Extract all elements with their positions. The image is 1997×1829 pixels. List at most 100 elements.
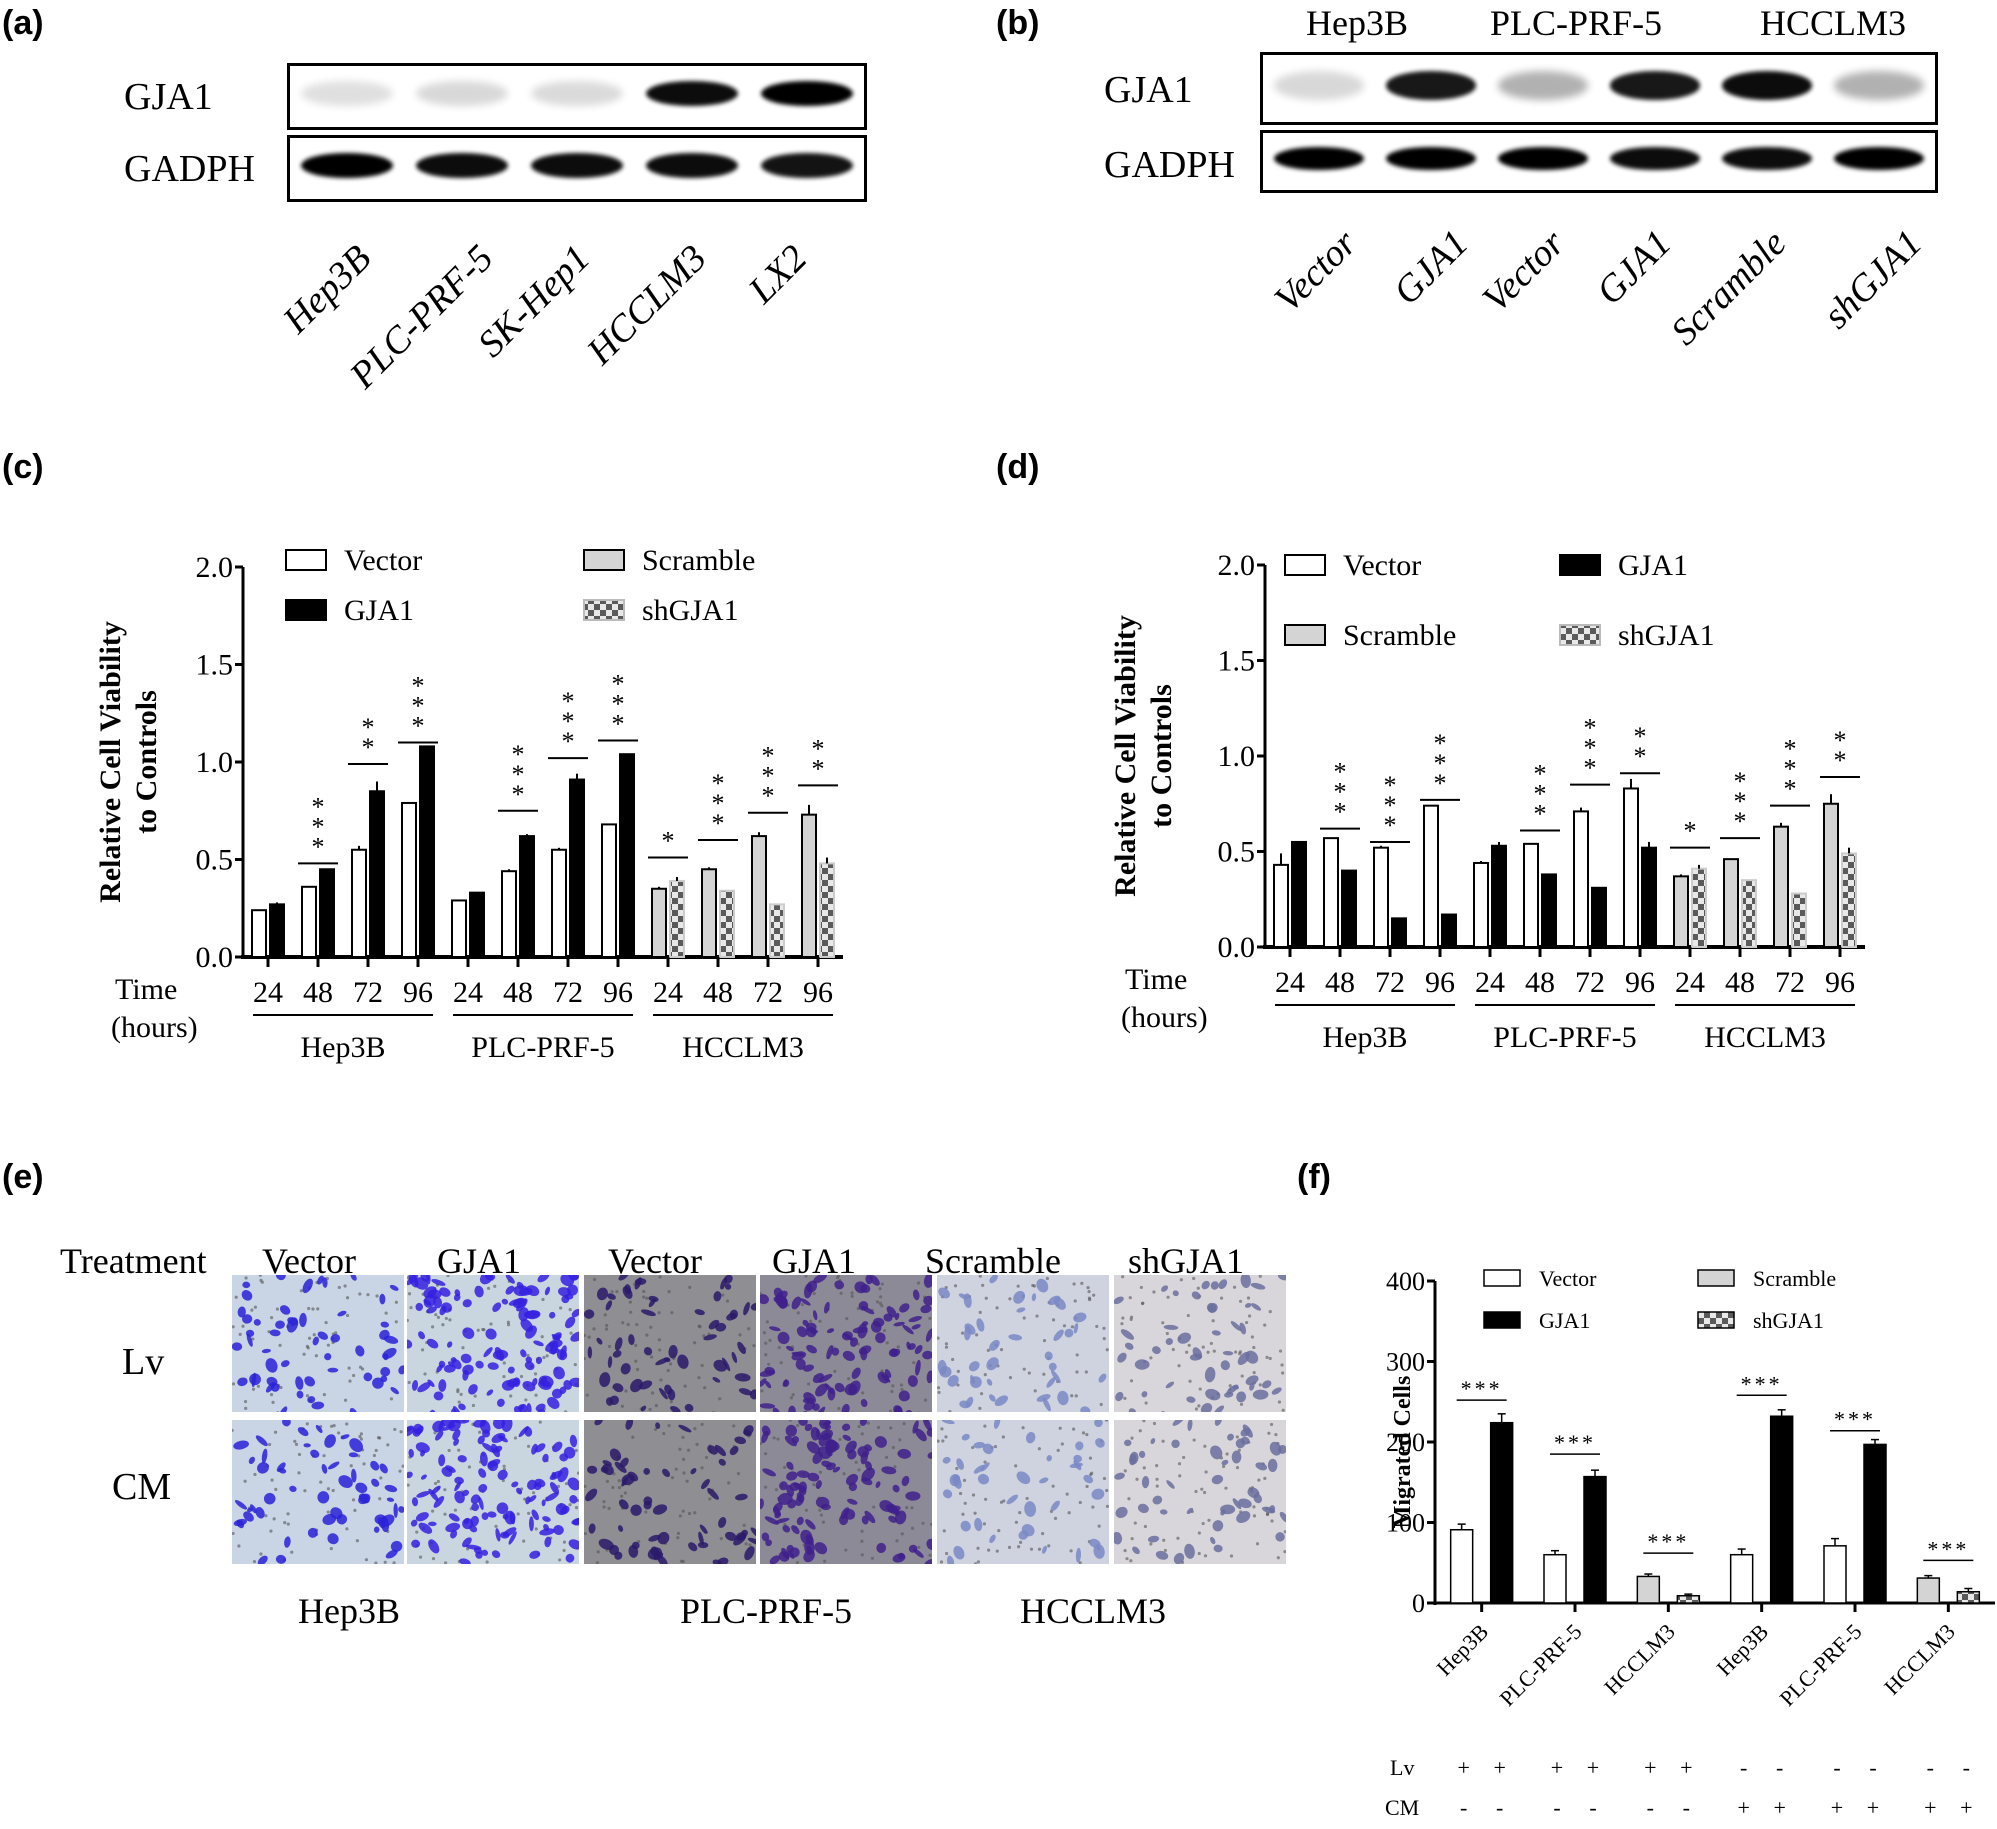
svg-text:+: + (1773, 1795, 1785, 1820)
svg-text:0: 0 (1412, 1589, 1425, 1618)
svg-text:*: * (312, 792, 325, 821)
svg-text:Scramble: Scramble (1343, 619, 1456, 652)
transwell-micrograph (232, 1275, 404, 1412)
lane-label: Hep3B (275, 237, 380, 342)
transwell-micrograph (937, 1420, 1109, 1564)
svg-text:Hep3B: Hep3B (1431, 1619, 1493, 1681)
blot-band (1722, 71, 1812, 100)
transwell-micrograph (1114, 1420, 1286, 1564)
svg-text:72: 72 (1775, 966, 1805, 999)
svg-text:72: 72 (553, 976, 583, 1009)
blot-band (1610, 71, 1700, 100)
svg-text:*: * (562, 727, 575, 756)
svg-text:*: * (1784, 735, 1797, 764)
blot-band (1610, 146, 1700, 171)
transwell-micrograph (232, 1420, 404, 1564)
svg-text:*: * (562, 687, 575, 716)
svg-text:Lv: Lv (1390, 1755, 1414, 1780)
svg-text:*: * (712, 789, 725, 818)
row-label-cm: CM (112, 1466, 172, 1508)
svg-text:Time: Time (1125, 963, 1187, 996)
blot-band (1498, 146, 1588, 171)
treatment-header: Treatment (60, 1241, 207, 1281)
svg-text:Scramble: Scramble (642, 544, 755, 577)
svg-text:96: 96 (803, 976, 833, 1009)
svg-text:72: 72 (1375, 966, 1405, 999)
svg-text:+: + (1737, 1795, 1749, 1820)
blot-band (1274, 71, 1364, 100)
lane-label: GJA1 (1588, 222, 1680, 314)
svg-text:1.5: 1.5 (196, 649, 234, 682)
svg-text:24: 24 (653, 976, 683, 1009)
svg-text:*: * (1734, 787, 1747, 816)
svg-text:Migrated Cells: Migrated Cells (1390, 1376, 1416, 1529)
blot-band (760, 152, 853, 179)
lane-label: Vector (1474, 222, 1573, 321)
western-blot-b-gadph (1260, 130, 1938, 193)
blot-band (301, 152, 394, 179)
svg-text:*: * (712, 769, 725, 798)
blot-b-row-gadph: GADPH (1104, 144, 1235, 186)
svg-text:*: * (662, 827, 675, 856)
western-blot-a-gadph (287, 135, 867, 202)
svg-text:*: * (362, 733, 375, 762)
blot-band (416, 80, 509, 107)
svg-text:24: 24 (1675, 966, 1705, 999)
svg-text:*: * (312, 812, 325, 841)
svg-text:Vector: Vector (1539, 1266, 1597, 1291)
svg-text:300: 300 (1386, 1348, 1425, 1377)
svg-text:*: * (1634, 742, 1647, 771)
transwell-micrograph (584, 1275, 756, 1412)
chart-c-viability: Relative Cell Viability to Controls 0.0 0.5… (94, 544, 843, 1064)
svg-text:*: * (812, 754, 825, 783)
transwell-micrograph (760, 1420, 932, 1564)
svg-text:72: 72 (753, 976, 783, 1009)
svg-text:-: - (1963, 1755, 1970, 1780)
svg-text:-: - (1833, 1755, 1840, 1780)
lane-label: Scramble (1663, 222, 1795, 354)
svg-text:*: * (1584, 714, 1597, 743)
svg-text:48: 48 (1325, 966, 1355, 999)
svg-text:+: + (1457, 1755, 1469, 1780)
svg-text:2.0: 2.0 (196, 551, 234, 584)
svg-text:***: *** (1554, 1430, 1596, 1455)
svg-text:*: * (812, 734, 825, 763)
blot-band (531, 152, 623, 179)
svg-text:+: + (1493, 1755, 1505, 1780)
panel-label-e: (e) (2, 1158, 44, 1196)
svg-text:+: + (1644, 1755, 1656, 1780)
cell-line-plc: PLC-PRF-5 (680, 1591, 853, 1631)
blot-band (1834, 146, 1924, 171)
svg-text:100: 100 (1386, 1509, 1425, 1538)
panel-label-f: (f) (1297, 1158, 1331, 1196)
svg-text:*: * (412, 712, 425, 741)
lane-label: Vector (1266, 222, 1365, 321)
svg-text:+: + (1924, 1795, 1936, 1820)
transwell-micrograph (584, 1420, 756, 1564)
treatment-column-label: Scramble (925, 1241, 1061, 1281)
svg-text:CM: CM (1385, 1795, 1419, 1820)
treatment-column-label: shGJA1 (1128, 1241, 1245, 1281)
western-blot-b-gja1 (1260, 52, 1938, 125)
blot-band (645, 80, 738, 107)
lane-label: HCCLM3 (579, 237, 715, 373)
svg-text:GJA1: GJA1 (344, 594, 414, 627)
blot-band (1498, 71, 1588, 100)
svg-text:(hours): (hours) (1121, 1001, 1208, 1034)
svg-text:PLC-PRF-5: PLC-PRF-5 (1495, 1619, 1587, 1711)
svg-text:-: - (1869, 1755, 1876, 1780)
svg-text:Scramble: Scramble (1753, 1266, 1836, 1291)
transwell-micrograph (1114, 1275, 1286, 1412)
svg-text:Vector: Vector (1343, 549, 1421, 582)
svg-text:*: * (1534, 799, 1547, 828)
svg-text:96: 96 (1625, 966, 1655, 999)
cell-line-hcclm3: HCCLM3 (1020, 1591, 1167, 1631)
svg-text:+: + (1551, 1755, 1563, 1780)
svg-text:-: - (1647, 1795, 1654, 1820)
blot-band (760, 80, 853, 107)
cell-line-hep3b: Hep3B (298, 1591, 400, 1631)
svg-text:*: * (1334, 798, 1347, 827)
svg-text:*: * (1684, 817, 1697, 846)
